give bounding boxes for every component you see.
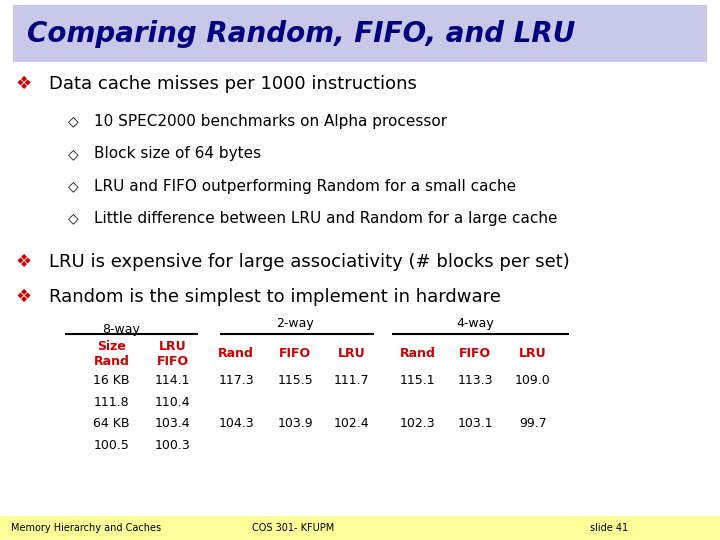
- Text: slide 41: slide 41: [590, 523, 629, 533]
- Text: 100.3: 100.3: [155, 439, 191, 452]
- Text: 100.5: 100.5: [94, 439, 130, 452]
- Text: COS 301- KFUPM: COS 301- KFUPM: [252, 523, 334, 533]
- Text: 99.7: 99.7: [519, 417, 546, 430]
- Text: 103.1: 103.1: [457, 417, 493, 430]
- Text: 102.4: 102.4: [333, 417, 369, 430]
- Text: Little difference between LRU and Random for a large cache: Little difference between LRU and Random…: [94, 211, 557, 226]
- Text: ◇: ◇: [68, 114, 79, 129]
- Text: LRU is expensive for large associativity (# blocks per set): LRU is expensive for large associativity…: [49, 253, 570, 271]
- FancyBboxPatch shape: [0, 516, 720, 540]
- Text: ◇: ◇: [68, 147, 79, 161]
- Text: 111.8: 111.8: [94, 396, 130, 409]
- Text: 104.3: 104.3: [218, 417, 254, 430]
- Text: Memory Hierarchy and Caches: Memory Hierarchy and Caches: [11, 523, 161, 533]
- Text: ❖: ❖: [16, 253, 32, 271]
- Text: 117.3: 117.3: [218, 374, 254, 387]
- Text: ❖: ❖: [16, 288, 32, 306]
- Text: ◇: ◇: [68, 212, 79, 226]
- Text: 103.9: 103.9: [277, 417, 313, 430]
- Text: Size
Rand: Size Rand: [94, 340, 130, 368]
- Text: FIFO: FIFO: [459, 347, 491, 360]
- Text: 103.4: 103.4: [155, 417, 191, 430]
- Text: LRU
FIFO: LRU FIFO: [157, 340, 189, 368]
- Text: LRU: LRU: [338, 347, 365, 360]
- Text: 102.3: 102.3: [400, 417, 436, 430]
- Text: 4-way: 4-way: [456, 318, 494, 330]
- Text: 8-way: 8-way: [102, 323, 140, 336]
- Text: 113.3: 113.3: [457, 374, 493, 387]
- Text: LRU and FIFO outperforming Random for a small cache: LRU and FIFO outperforming Random for a …: [94, 179, 516, 194]
- Text: 16 KB: 16 KB: [94, 374, 130, 387]
- Text: Rand: Rand: [400, 347, 436, 360]
- Text: ◇: ◇: [68, 179, 79, 193]
- Text: 109.0: 109.0: [515, 374, 551, 387]
- Text: 110.4: 110.4: [155, 396, 191, 409]
- Text: 2-way: 2-way: [276, 318, 314, 330]
- Text: 115.1: 115.1: [400, 374, 436, 387]
- Text: Comparing Random, FIFO, and LRU: Comparing Random, FIFO, and LRU: [27, 20, 575, 48]
- Text: LRU: LRU: [519, 347, 546, 360]
- Text: ❖: ❖: [16, 75, 32, 93]
- Text: Data cache misses per 1000 instructions: Data cache misses per 1000 instructions: [49, 75, 417, 93]
- Text: 64 KB: 64 KB: [94, 417, 130, 430]
- Text: Block size of 64 bytes: Block size of 64 bytes: [94, 146, 261, 161]
- Text: FIFO: FIFO: [279, 347, 311, 360]
- Text: 115.5: 115.5: [277, 374, 313, 387]
- Text: 114.1: 114.1: [155, 374, 191, 387]
- Text: 10 SPEC2000 benchmarks on Alpha processor: 10 SPEC2000 benchmarks on Alpha processo…: [94, 114, 446, 129]
- Text: Rand: Rand: [218, 347, 254, 360]
- FancyBboxPatch shape: [13, 5, 707, 62]
- Text: Random is the simplest to implement in hardware: Random is the simplest to implement in h…: [49, 288, 501, 306]
- Text: 111.7: 111.7: [333, 374, 369, 387]
